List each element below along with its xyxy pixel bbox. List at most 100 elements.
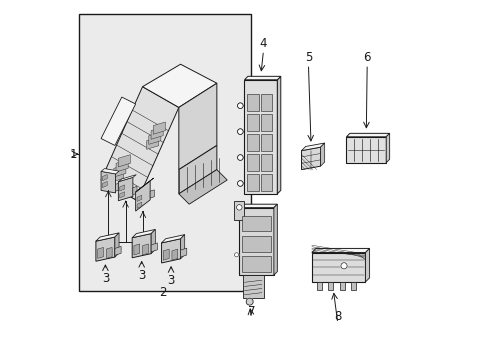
Polygon shape xyxy=(116,160,128,172)
Polygon shape xyxy=(120,185,124,191)
Bar xyxy=(261,94,272,111)
Bar xyxy=(242,256,270,271)
Polygon shape xyxy=(132,229,155,238)
Polygon shape xyxy=(101,168,119,174)
Polygon shape xyxy=(153,122,165,134)
Text: 6: 6 xyxy=(363,51,370,64)
Polygon shape xyxy=(151,127,163,139)
Polygon shape xyxy=(163,249,169,260)
Polygon shape xyxy=(137,202,142,208)
Circle shape xyxy=(237,181,243,186)
Bar xyxy=(261,154,272,171)
Text: 3: 3 xyxy=(102,272,109,285)
Polygon shape xyxy=(150,190,154,198)
Polygon shape xyxy=(118,177,133,201)
Polygon shape xyxy=(273,204,277,275)
Polygon shape xyxy=(114,165,126,177)
Text: 8: 8 xyxy=(333,310,341,323)
Bar xyxy=(328,282,333,289)
Polygon shape xyxy=(118,155,130,167)
Bar xyxy=(79,14,251,291)
Polygon shape xyxy=(161,235,184,243)
Polygon shape xyxy=(133,186,137,195)
Circle shape xyxy=(236,204,242,210)
Polygon shape xyxy=(146,137,158,149)
Polygon shape xyxy=(180,235,184,259)
Polygon shape xyxy=(115,183,120,191)
Polygon shape xyxy=(179,83,216,170)
Text: 7: 7 xyxy=(247,305,255,318)
Polygon shape xyxy=(148,132,161,144)
Polygon shape xyxy=(118,175,136,182)
Bar xyxy=(247,154,258,171)
Bar xyxy=(346,137,386,163)
Polygon shape xyxy=(179,145,216,194)
Bar xyxy=(239,208,273,275)
Circle shape xyxy=(237,103,243,108)
Bar xyxy=(247,94,258,111)
Polygon shape xyxy=(172,249,178,260)
Polygon shape xyxy=(320,143,324,166)
Bar xyxy=(261,134,272,151)
Polygon shape xyxy=(301,147,320,170)
Polygon shape xyxy=(239,204,277,208)
Circle shape xyxy=(340,263,346,269)
Polygon shape xyxy=(301,143,324,150)
Polygon shape xyxy=(115,233,119,257)
Polygon shape xyxy=(98,247,103,258)
Polygon shape xyxy=(120,192,124,198)
Circle shape xyxy=(237,129,243,134)
Bar xyxy=(247,175,258,191)
Polygon shape xyxy=(101,97,135,145)
Polygon shape xyxy=(180,248,186,257)
Circle shape xyxy=(246,298,253,305)
Polygon shape xyxy=(96,237,115,261)
Polygon shape xyxy=(142,244,148,255)
Bar xyxy=(261,175,272,191)
Text: 1: 1 xyxy=(70,148,77,161)
Polygon shape xyxy=(386,133,389,163)
Bar xyxy=(261,114,272,131)
Polygon shape xyxy=(179,170,227,204)
Polygon shape xyxy=(135,181,150,211)
Bar xyxy=(242,216,270,231)
Bar xyxy=(244,80,277,194)
Bar xyxy=(350,282,355,289)
Bar xyxy=(234,201,244,220)
Polygon shape xyxy=(137,195,142,202)
Polygon shape xyxy=(101,87,179,201)
Bar xyxy=(247,114,258,131)
Bar xyxy=(247,134,258,151)
Text: 5: 5 xyxy=(304,51,311,64)
Polygon shape xyxy=(135,178,153,192)
Polygon shape xyxy=(244,76,280,80)
Polygon shape xyxy=(311,248,369,253)
Bar xyxy=(311,253,365,282)
Circle shape xyxy=(234,253,238,257)
Polygon shape xyxy=(115,246,121,255)
Polygon shape xyxy=(151,243,157,252)
Polygon shape xyxy=(151,229,155,253)
Polygon shape xyxy=(102,175,107,181)
Polygon shape xyxy=(134,244,140,255)
Polygon shape xyxy=(346,133,389,137)
Circle shape xyxy=(237,155,243,160)
Polygon shape xyxy=(142,64,216,107)
Bar xyxy=(242,275,263,297)
Polygon shape xyxy=(277,76,280,194)
Polygon shape xyxy=(161,239,180,263)
Text: 3: 3 xyxy=(138,269,145,282)
Polygon shape xyxy=(102,181,107,188)
Polygon shape xyxy=(106,247,112,258)
Bar xyxy=(339,282,344,289)
Text: 3: 3 xyxy=(167,274,174,287)
Polygon shape xyxy=(101,171,115,193)
Bar xyxy=(316,282,321,289)
Polygon shape xyxy=(96,233,119,241)
Polygon shape xyxy=(365,248,369,282)
Polygon shape xyxy=(111,170,123,182)
Text: 4: 4 xyxy=(259,37,267,50)
Text: 2: 2 xyxy=(159,286,167,299)
Polygon shape xyxy=(132,234,151,258)
Bar xyxy=(242,236,270,252)
